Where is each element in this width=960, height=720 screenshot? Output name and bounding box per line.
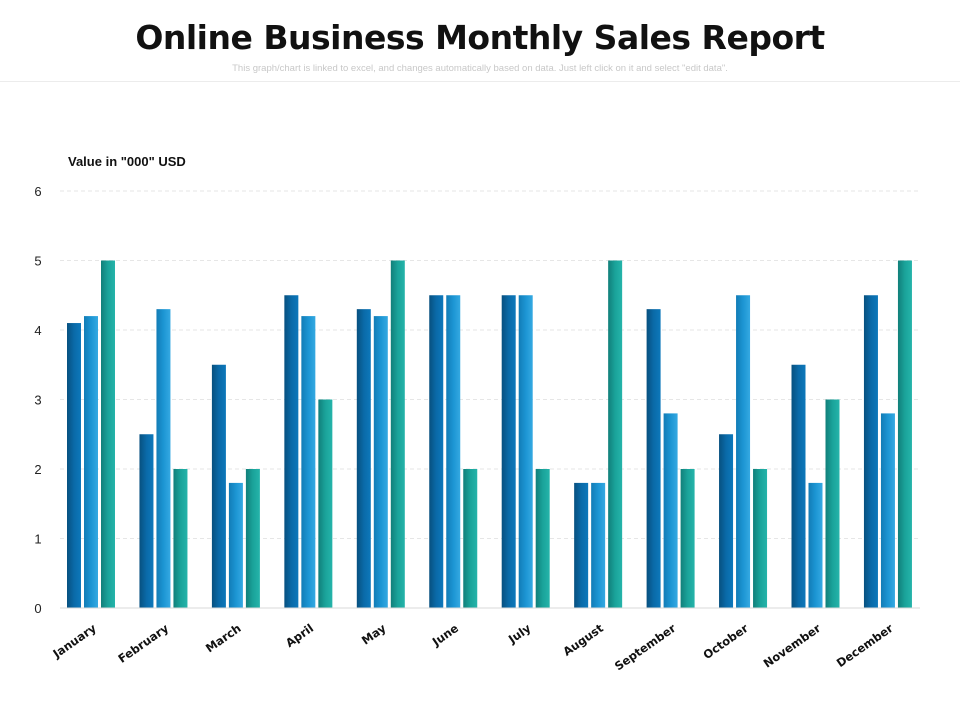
- bar-april-series-3: [318, 399, 333, 608]
- bar-march-series-1: [211, 364, 226, 608]
- bar-december-series-1: [863, 295, 878, 608]
- y-axis-ticks: 0 1 2 3 4 5 6: [34, 184, 41, 616]
- chart-title: Online Business Monthly Sales Report: [135, 18, 825, 57]
- bar-january-series-2: [84, 316, 98, 608]
- bar-march-series-3: [245, 469, 260, 608]
- bar-july-series-2: [518, 295, 533, 608]
- bar-november-series-2: [808, 482, 823, 608]
- bar-september-series-1: [646, 309, 661, 608]
- bar-september-series-2: [663, 413, 678, 608]
- x-tick-label: August: [560, 621, 606, 659]
- y-tick-label: 1: [34, 532, 41, 547]
- bar-august-series-3: [608, 260, 623, 608]
- bar-february-series-3: [173, 469, 188, 608]
- bar-may-series-3: [390, 260, 405, 608]
- x-axis-ticks: January February March April May June July Augu…: [49, 621, 895, 674]
- x-tick-label: February: [115, 621, 171, 666]
- bar-june-series-2: [446, 295, 461, 608]
- bar-august-series-1: [574, 482, 589, 608]
- bar-march-series-2: [228, 482, 243, 608]
- x-tick-label: April: [283, 621, 316, 650]
- bar-june-series-3: [463, 469, 478, 608]
- y-tick-label: 5: [34, 254, 41, 269]
- gridlines: [60, 190, 920, 539]
- x-tick-label: March: [203, 621, 244, 655]
- x-tick-label: July: [505, 621, 534, 647]
- bar-july-series-3: [535, 469, 550, 608]
- bar-november-series-3: [825, 399, 840, 608]
- y-tick-label: 3: [34, 393, 41, 408]
- bar-september-series-3: [680, 469, 695, 608]
- y-tick-label: 4: [34, 323, 41, 338]
- y-tick-label: 2: [34, 462, 41, 477]
- bar-december-series-2: [880, 413, 895, 608]
- bar-october-series-1: [719, 434, 734, 608]
- bar-november-series-1: [791, 364, 806, 608]
- bar-may-series-2: [373, 316, 388, 608]
- x-tick-label: May: [359, 621, 389, 648]
- bar-october-series-3: [753, 469, 768, 608]
- bar-august-series-2: [591, 482, 606, 608]
- chart-subtitle: This graph/chart is linked to excel, and…: [232, 63, 728, 74]
- x-tick-label: November: [761, 621, 824, 671]
- bar-july-series-1: [501, 295, 516, 608]
- y-axis-label: Value in "000" USD: [68, 154, 186, 169]
- x-tick-label: December: [834, 621, 896, 670]
- bar-april-series-1: [284, 295, 299, 608]
- y-tick-label: 6: [34, 184, 41, 199]
- bar-april-series-2: [301, 316, 316, 608]
- header-divider: [0, 81, 960, 82]
- bar-january-series-1: [67, 323, 81, 608]
- y-tick-label: 0: [34, 601, 41, 616]
- bar-december-series-3: [897, 260, 912, 608]
- bar-february-series-2: [156, 309, 171, 608]
- bar-january-series-3: [101, 260, 115, 608]
- x-tick-label: June: [429, 621, 461, 649]
- x-tick-label: September: [612, 621, 679, 674]
- bar-june-series-1: [429, 295, 444, 608]
- bars: [67, 260, 912, 608]
- x-tick-label: January: [49, 621, 99, 662]
- bar-may-series-1: [356, 309, 371, 608]
- bar-october-series-2: [736, 295, 751, 608]
- x-tick-label: October: [700, 621, 751, 662]
- bar-february-series-1: [139, 434, 154, 608]
